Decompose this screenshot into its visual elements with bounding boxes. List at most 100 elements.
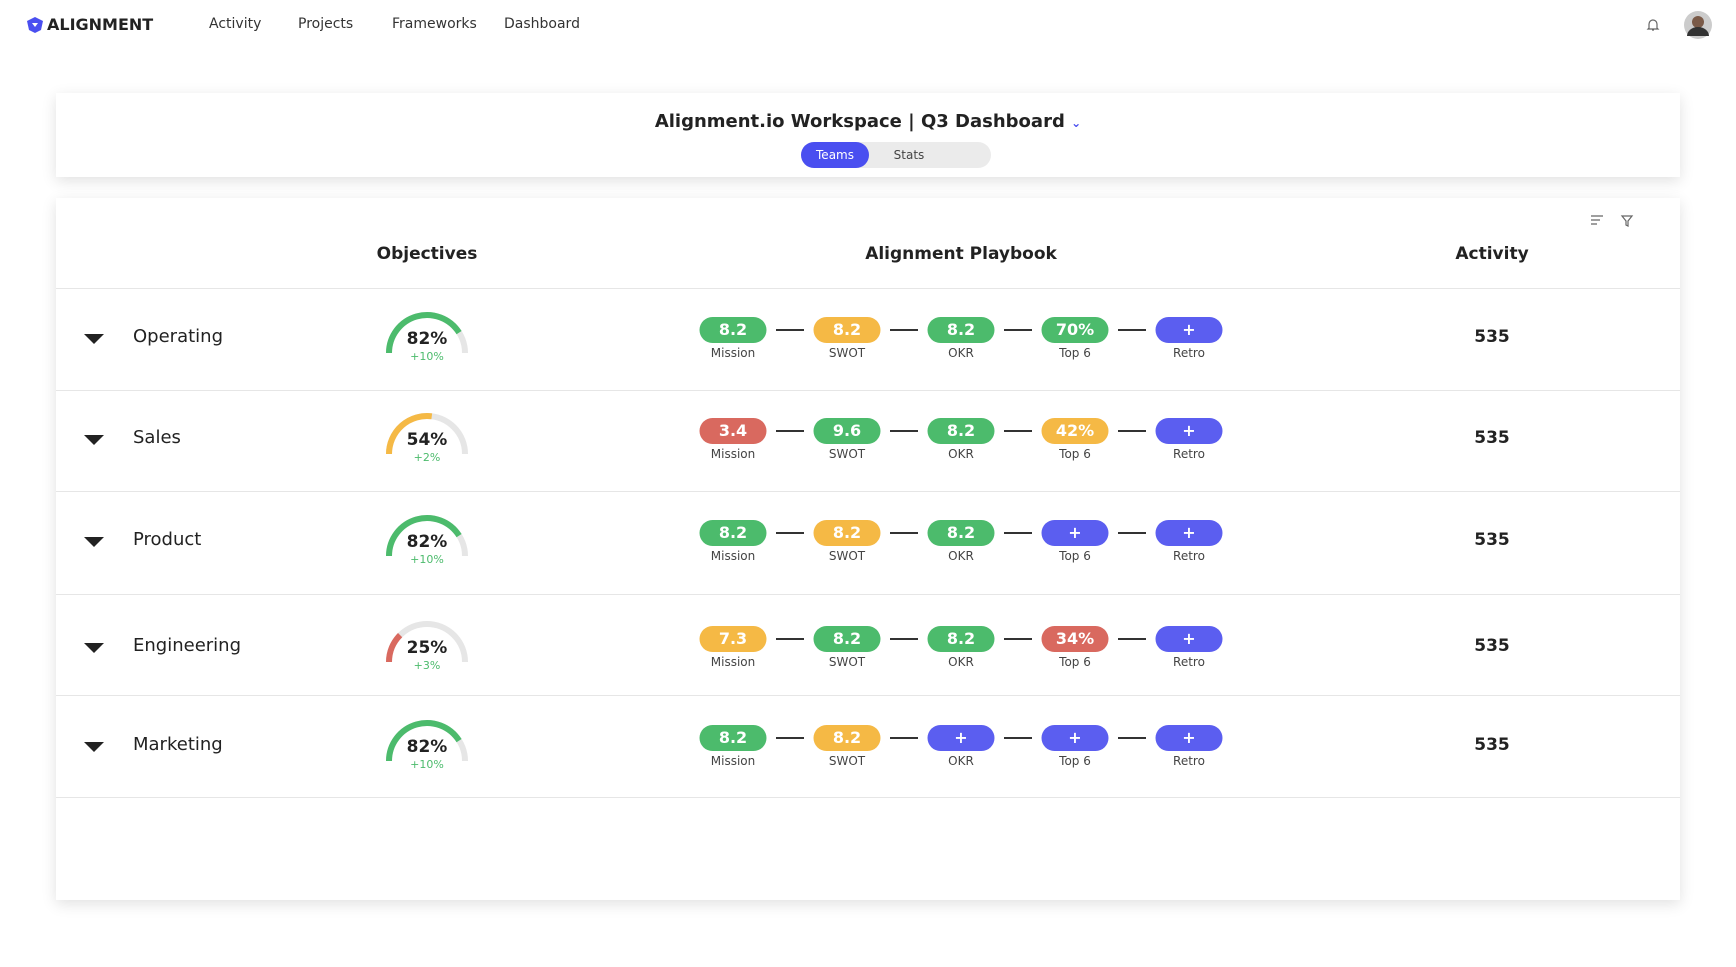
- objective-gauge: [386, 720, 468, 762]
- expand-toggle[interactable]: [84, 435, 104, 447]
- activity-count: 535: [1474, 636, 1510, 656]
- step-score: 8.2: [813, 317, 881, 343]
- table-tools[interactable]: [1590, 214, 1634, 228]
- objective-change: +10%: [410, 758, 444, 771]
- activity-count: 535: [1474, 428, 1510, 448]
- step-label: SWOT: [828, 655, 866, 669]
- objective-change: +10%: [410, 350, 444, 363]
- step-score: 8.2: [813, 725, 881, 751]
- team-name: Marketing: [133, 734, 223, 755]
- add-step-button[interactable]: +: [1041, 725, 1109, 751]
- add-step-button[interactable]: +: [927, 725, 995, 751]
- objective-change: +3%: [413, 659, 441, 672]
- table-card: [56, 198, 1680, 900]
- nav-link[interactable]: Frameworks: [392, 16, 477, 32]
- step-label: Retro: [1173, 346, 1205, 360]
- step-score: 9.6: [813, 418, 881, 444]
- step-label: SWOT: [828, 549, 866, 563]
- step-score: 8.2: [927, 520, 995, 546]
- nav-link[interactable]: Activity: [209, 16, 262, 32]
- step-label: Top 6: [1059, 346, 1091, 360]
- step-connector: [1118, 329, 1146, 331]
- step-score: 70%: [1041, 317, 1109, 343]
- step-label: SWOT: [828, 346, 866, 360]
- step-score: 8.2: [927, 418, 995, 444]
- step-label: Top 6: [1059, 754, 1091, 768]
- step-label: Mission: [710, 655, 756, 669]
- add-step-button[interactable]: +: [1155, 317, 1223, 343]
- nav-link[interactable]: Projects: [298, 16, 354, 32]
- objective-value: 82%: [406, 737, 448, 757]
- step-label: OKR: [948, 754, 974, 768]
- step-connector: [1118, 532, 1146, 534]
- step-label: Retro: [1173, 754, 1205, 768]
- step-label: SWOT: [828, 447, 866, 461]
- step-score: 8.2: [699, 520, 767, 546]
- objective-gauge: [386, 515, 468, 557]
- step-score: 42%: [1041, 418, 1109, 444]
- step-score: 8.2: [699, 317, 767, 343]
- objective-gauge: [386, 413, 468, 455]
- step-score: 3.4: [699, 418, 767, 444]
- row-divider: [56, 288, 1680, 289]
- row-divider: [56, 491, 1680, 492]
- step-label: Mission: [710, 549, 756, 563]
- step-score: 8.2: [699, 725, 767, 751]
- expand-toggle[interactable]: [84, 643, 104, 655]
- add-step-button[interactable]: +: [1155, 520, 1223, 546]
- row-divider: [56, 695, 1680, 696]
- add-step-button[interactable]: +: [1155, 626, 1223, 652]
- step-connector: [890, 532, 918, 534]
- tab-stats[interactable]: Stats: [893, 148, 925, 162]
- step-connector: [1004, 638, 1032, 640]
- step-connector: [890, 329, 918, 331]
- step-label: Retro: [1173, 447, 1205, 461]
- expand-toggle[interactable]: [84, 334, 104, 346]
- step-connector: [776, 532, 804, 534]
- add-step-button[interactable]: +: [1041, 520, 1109, 546]
- expand-toggle[interactable]: [84, 742, 104, 754]
- objective-value: 82%: [406, 532, 448, 552]
- step-label: Top 6: [1059, 549, 1091, 563]
- add-step-button[interactable]: +: [1155, 725, 1223, 751]
- team-name: Product: [133, 529, 202, 550]
- step-label: SWOT: [828, 754, 866, 768]
- step-connector: [890, 430, 918, 432]
- activity-count: 535: [1474, 735, 1510, 755]
- objective-gauge: [386, 312, 468, 354]
- step-connector: [776, 430, 804, 432]
- row-divider: [56, 390, 1680, 391]
- column-header: Objectives: [376, 244, 478, 264]
- step-connector: [1118, 430, 1146, 432]
- step-score: 8.2: [927, 626, 995, 652]
- step-score: 8.2: [927, 317, 995, 343]
- step-label: Top 6: [1059, 447, 1091, 461]
- navbar: ALIGNMENT Activity Projects Frameworks D…: [0, 0, 1736, 50]
- activity-count: 535: [1474, 327, 1510, 347]
- tab-teams[interactable]: Teams: [801, 142, 869, 168]
- avatar[interactable]: [1684, 11, 1712, 39]
- row-divider: [56, 797, 1680, 798]
- add-step-button[interactable]: +: [1155, 418, 1223, 444]
- gauge-arc: [386, 413, 433, 455]
- step-label: OKR: [948, 447, 974, 461]
- notifications[interactable]: [1645, 17, 1661, 33]
- step-connector: [776, 638, 804, 640]
- logo: [27, 17, 43, 33]
- step-label: OKR: [948, 549, 974, 563]
- title-text: Alignment.io Workspace | Q3 Dashboard: [654, 111, 1065, 132]
- column-header: Activity: [1455, 244, 1529, 264]
- dashboard-title[interactable]: Alignment.io Workspace | Q3 Dashboard ⌄: [654, 111, 1082, 132]
- step-connector: [890, 638, 918, 640]
- step-label: Mission: [710, 447, 756, 461]
- step-score: 7.3: [699, 626, 767, 652]
- step-connector: [1118, 638, 1146, 640]
- gauge-arc: [386, 515, 462, 557]
- nav-link[interactable]: Dashboard: [504, 16, 580, 32]
- team-name: Operating: [133, 326, 223, 347]
- objective-value: 54%: [406, 430, 448, 450]
- tab-bar: Teams Stats: [801, 142, 991, 168]
- step-connector: [890, 737, 918, 739]
- expand-toggle[interactable]: [84, 537, 104, 549]
- step-label: OKR: [948, 346, 974, 360]
